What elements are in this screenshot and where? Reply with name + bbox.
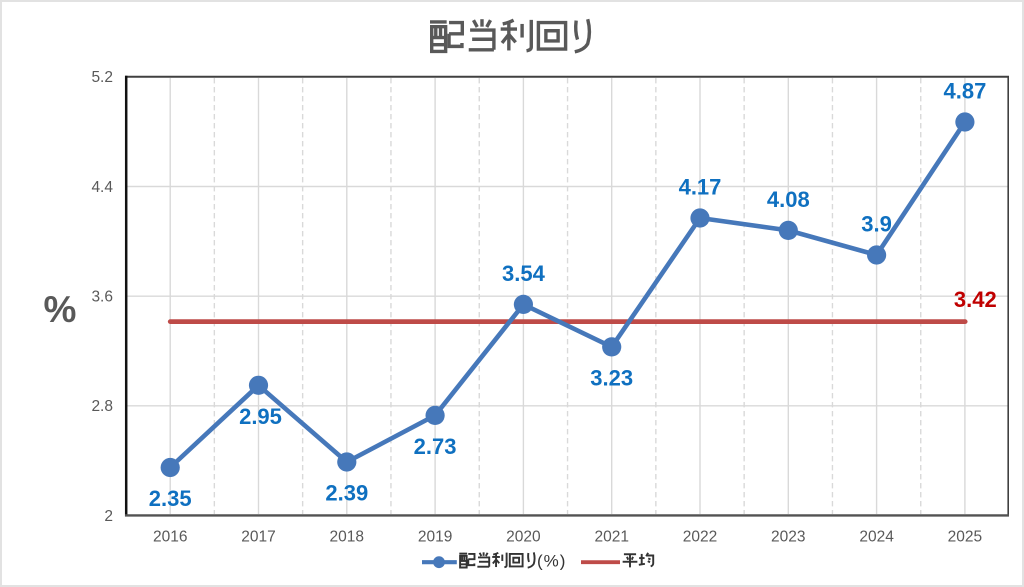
- svg-text:3.42: 3.42: [954, 287, 997, 312]
- svg-text:2.39: 2.39: [325, 481, 368, 506]
- svg-text:4.87: 4.87: [943, 79, 986, 104]
- svg-text:2018: 2018: [330, 529, 364, 546]
- svg-text:5.2: 5.2: [91, 69, 113, 86]
- svg-text:2: 2: [104, 508, 113, 525]
- svg-text:3.54: 3.54: [502, 261, 546, 286]
- svg-text:3.6: 3.6: [91, 289, 113, 306]
- svg-text:2.35: 2.35: [149, 486, 192, 511]
- svg-text:2019: 2019: [418, 529, 452, 546]
- svg-text:(%): (%): [537, 552, 566, 571]
- svg-text:2025: 2025: [948, 529, 982, 546]
- svg-text:2023: 2023: [771, 529, 805, 546]
- svg-text:2022: 2022: [683, 529, 717, 546]
- svg-text:2016: 2016: [153, 529, 187, 546]
- svg-text:%: %: [44, 289, 77, 330]
- svg-text:2.8: 2.8: [91, 398, 113, 415]
- svg-text:3.9: 3.9: [861, 212, 892, 237]
- svg-text:4.4: 4.4: [91, 179, 113, 196]
- svg-text:2024: 2024: [859, 529, 894, 546]
- svg-text:2.73: 2.73: [414, 434, 457, 459]
- svg-text:3.23: 3.23: [590, 366, 633, 391]
- svg-text:2021: 2021: [594, 529, 628, 546]
- svg-text:4.17: 4.17: [679, 175, 722, 200]
- svg-text:4.08: 4.08: [767, 187, 810, 212]
- svg-text:2.95: 2.95: [239, 404, 282, 429]
- svg-text:2017: 2017: [241, 529, 275, 546]
- svg-text:2020: 2020: [506, 529, 541, 546]
